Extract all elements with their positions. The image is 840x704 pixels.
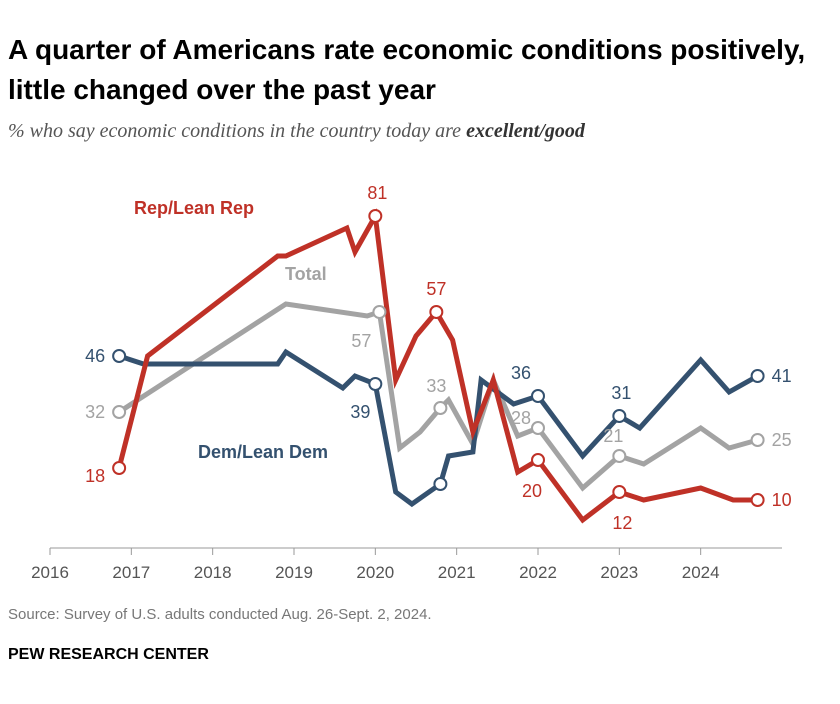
- data-label-rep-lean-rep-14: 20: [522, 481, 542, 501]
- marker-dem-lean-dem-20: [750, 369, 765, 383]
- legend-label-total: Total: [285, 264, 327, 284]
- x-tick-label-2024: 2024: [682, 563, 720, 582]
- marker-total-13: [612, 449, 627, 463]
- data-label-total-6: 33: [426, 376, 446, 396]
- legend-label-dem-lean-dem: Dem/Lean Dem: [198, 442, 328, 462]
- data-label-dem-lean-dem-6: 39: [350, 402, 370, 422]
- x-axis: 2016 2017 2018 2019 2020 2021 2022 2023 2024: [31, 547, 782, 582]
- x-tick-label-2022: 2022: [519, 563, 557, 582]
- marker-dem-lean-dem-9: [433, 477, 448, 491]
- data-label-rep-lean-rep-9: 57: [426, 279, 446, 299]
- data-label-rep-lean-rep-20: 10: [772, 490, 792, 510]
- data-label-dem-lean-dem-20: 41: [772, 366, 792, 386]
- data-label-total-13: 21: [603, 426, 623, 446]
- brand-logo-text: PEW RESEARCH CENTER: [8, 646, 209, 663]
- series-lines: [116, 208, 759, 524]
- x-tick-label-2016: 2016: [31, 563, 69, 582]
- marker-rep-lean-rep-0: [112, 461, 127, 475]
- data-labels: 18 81 57 20 12 10 32 57 33 28 21 25 46 39 36 31 41: [85, 183, 792, 533]
- x-tick-label-2020: 2020: [356, 563, 394, 582]
- marker-total-17: [750, 433, 765, 447]
- chart-title: A quarter of Americans rate economic con…: [8, 34, 806, 105]
- data-label-rep-lean-rep-0: 18: [85, 466, 105, 486]
- x-tick-label-2019: 2019: [275, 563, 313, 582]
- x-tick-label-2018: 2018: [194, 563, 232, 582]
- line-chart: 2016 2017 2018 2019 2020 2021 2022 2023 2024 188…: [31, 183, 792, 582]
- series-legend: Rep/Lean Rep Total Dem/Lean Dem: [134, 198, 328, 462]
- x-tick-label-2017: 2017: [112, 563, 150, 582]
- marker-total-3: [372, 305, 387, 319]
- marker-total-0: [112, 405, 127, 419]
- series-line-rep-lean-rep: [116, 208, 758, 524]
- data-label-total-17: 25: [772, 430, 792, 450]
- chart-subtitle: % who say economic conditions in the cou…: [8, 120, 585, 143]
- marker-rep-lean-rep-20: [750, 493, 765, 507]
- data-label-total-0: 32: [85, 402, 105, 422]
- series-markers: [112, 209, 765, 507]
- source-note: Source: Survey of U.S. adults conducted …: [8, 606, 432, 623]
- data-label-dem-lean-dem-0: 46: [85, 346, 105, 366]
- marker-rep-lean-rep-9: [429, 305, 444, 319]
- subtitle-prefix: % who say economic conditions in the cou…: [8, 120, 467, 142]
- data-label-total-11: 28: [511, 408, 531, 428]
- marker-total-11: [531, 421, 545, 435]
- x-tick-label-2023: 2023: [600, 563, 638, 582]
- x-tick-label-2021: 2021: [438, 563, 476, 582]
- data-label-dem-lean-dem-14: 36: [511, 363, 531, 383]
- subtitle-emphasis: excellent/good: [466, 120, 585, 142]
- marker-dem-lean-dem-16: [612, 409, 627, 423]
- marker-dem-lean-dem-6: [368, 377, 383, 391]
- marker-total-6: [433, 401, 448, 415]
- data-label-rep-lean-rep-16: 12: [612, 513, 632, 533]
- marker-rep-lean-rep-6: [368, 209, 383, 223]
- series-line-dem-lean-dem: [118, 348, 759, 508]
- data-label-total-3: 57: [351, 331, 371, 351]
- marker-rep-lean-rep-14: [531, 453, 545, 467]
- legend-label-rep-lean-rep: Rep/Lean Rep: [134, 198, 254, 218]
- marker-dem-lean-dem-0: [112, 349, 127, 363]
- data-label-dem-lean-dem-16: 31: [611, 383, 631, 403]
- data-label-rep-lean-rep-6: 81: [367, 183, 387, 203]
- marker-dem-lean-dem-14: [531, 389, 545, 403]
- marker-rep-lean-rep-16: [612, 485, 627, 499]
